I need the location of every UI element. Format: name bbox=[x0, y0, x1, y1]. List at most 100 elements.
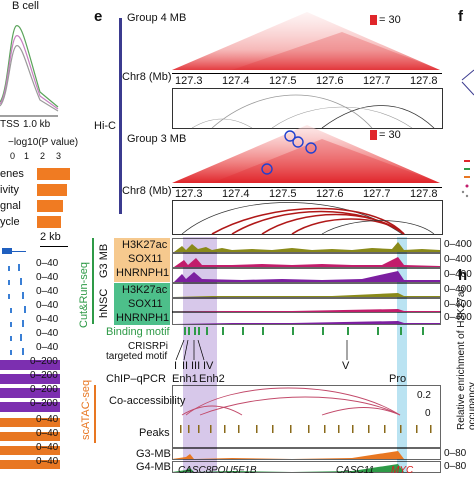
tick-mid: 127.3 bbox=[175, 188, 203, 200]
signal-tracks bbox=[172, 238, 441, 325]
left-range: 0–40 bbox=[36, 286, 59, 297]
scatac-signal-tracks bbox=[172, 448, 441, 473]
pval-bar bbox=[37, 216, 61, 228]
hnsc-label: hNSC bbox=[98, 288, 110, 318]
tick-top: 127.6 bbox=[316, 75, 344, 87]
coaccess-range-top: 0.2 bbox=[417, 390, 431, 401]
loop-marker bbox=[261, 163, 273, 175]
track-range: 0–400 bbox=[444, 254, 472, 265]
coaccess-label: Co-accessibility bbox=[109, 395, 186, 407]
enhancer-shade bbox=[183, 237, 217, 473]
pval-tick-2: 2 bbox=[40, 151, 46, 161]
left-range: 0–40 bbox=[36, 428, 59, 439]
tick-mid: 127.7 bbox=[363, 188, 391, 200]
tss-label: TSS bbox=[0, 119, 20, 130]
left-range: 0–200 bbox=[30, 370, 58, 381]
track-name: SOX11 bbox=[128, 253, 163, 265]
cutrun-label: Cut&Run-seq bbox=[78, 261, 90, 328]
loop-marker bbox=[284, 130, 296, 142]
scale-bar-label: 2 kb bbox=[40, 231, 61, 243]
cell-label: B cell bbox=[12, 0, 39, 12]
tick-top: 127.5 bbox=[269, 75, 297, 87]
g4mb-track-label: G4-MB bbox=[136, 461, 171, 473]
g3mb-track-label: G3-MB bbox=[136, 448, 171, 460]
track-range: 0–400 bbox=[444, 269, 472, 280]
gene-casc11: CASC11 bbox=[336, 465, 375, 476]
g3mb-label: G3 MB bbox=[98, 243, 110, 278]
pval-tick-1: 1 bbox=[24, 151, 30, 161]
group4-title: Group 4 MB bbox=[127, 12, 187, 24]
term-4: ycle bbox=[0, 216, 20, 228]
left-range: 0–40 bbox=[36, 272, 59, 283]
pval-bars bbox=[0, 164, 72, 230]
chip-qpcr-label: ChIP–qPCR bbox=[106, 373, 166, 385]
peaks-label: Peaks bbox=[139, 427, 170, 439]
pval-bar bbox=[37, 168, 70, 180]
panel-letter-f: f bbox=[458, 8, 463, 25]
chr-axis-mid bbox=[172, 187, 442, 188]
tick-mid: 127.8 bbox=[410, 188, 438, 200]
left-range: 0–40 bbox=[36, 258, 59, 269]
g3-range: 0–80 bbox=[444, 448, 467, 459]
gene-myc: MYC bbox=[391, 465, 414, 476]
profile-plot bbox=[0, 25, 59, 117]
left-range: 0–40 bbox=[36, 342, 59, 353]
panel-h-yaxis: Relative enrichment of H3K27ac occupancy bbox=[456, 286, 474, 430]
left-range: 0–200 bbox=[30, 398, 58, 409]
panel-letter-h: h bbox=[458, 267, 468, 284]
hic-label: Hi-C bbox=[94, 120, 116, 132]
hic-heatmap-group4 bbox=[172, 12, 440, 70]
track-name: SOX11 bbox=[128, 298, 163, 310]
motif-label: II bbox=[182, 360, 189, 372]
tick-top: 127.3 bbox=[175, 75, 203, 87]
chr-label-top: Chr8 (Mb) bbox=[122, 71, 172, 83]
coaccess-panel bbox=[172, 385, 441, 448]
binding-motif-label: Binding motif bbox=[106, 326, 170, 338]
term-3: gnal bbox=[0, 200, 21, 212]
promoter-shade bbox=[397, 237, 407, 473]
motif-label: IV bbox=[203, 360, 214, 372]
gene-casc8: CASC8 bbox=[178, 465, 212, 476]
scale-bar bbox=[40, 246, 68, 247]
g3mb-label-box bbox=[114, 238, 170, 282]
scale-value-top: = 30 bbox=[379, 14, 401, 26]
left-range: 0–40 bbox=[36, 300, 59, 311]
term-1: enes bbox=[0, 168, 24, 180]
enh2-label: Enh2 bbox=[199, 373, 225, 385]
chr-label-mid: Chr8 (Mb) bbox=[122, 185, 172, 197]
gene-pou5f1b: POU5F1B bbox=[211, 465, 257, 476]
loop-arcs-group4 bbox=[172, 88, 443, 129]
track-range: 0–400 bbox=[444, 284, 472, 295]
term-2: ivity bbox=[0, 184, 19, 196]
motif-label: III bbox=[191, 360, 201, 372]
track-range: 0–400 bbox=[444, 299, 472, 310]
track-range: 0–400 bbox=[444, 312, 472, 323]
loop-marker bbox=[305, 142, 317, 154]
kb-tick: 1.0 kb bbox=[23, 119, 51, 130]
chr-axis-top bbox=[172, 73, 442, 74]
scale-swatch-top bbox=[370, 15, 377, 25]
binding-motif-track bbox=[184, 327, 424, 335]
left-range: 0–200 bbox=[30, 356, 58, 367]
targeted-motif-label: targeted motif bbox=[106, 351, 168, 362]
enh1-label: Enh1 bbox=[172, 373, 198, 385]
pval-bar bbox=[37, 184, 67, 196]
hic-bracket bbox=[119, 18, 122, 214]
track-name: H3K27ac bbox=[122, 284, 168, 296]
track-range: 0–400 bbox=[444, 239, 472, 250]
left-tracks bbox=[0, 258, 70, 474]
track-name: HNRNPH1 bbox=[116, 267, 170, 279]
gene-block bbox=[2, 248, 12, 254]
pval-tick-3: 3 bbox=[56, 151, 62, 161]
pval-bar bbox=[37, 200, 63, 212]
left-range: 0–40 bbox=[36, 442, 59, 453]
hnsc-label-box bbox=[114, 283, 170, 325]
left-range: 0–200 bbox=[30, 384, 58, 395]
scatac-label: scATAC-seq bbox=[80, 379, 92, 440]
scale-swatch-mid bbox=[370, 130, 377, 140]
tick-mid: 127.6 bbox=[316, 188, 344, 200]
cutrun-bracket bbox=[92, 238, 94, 324]
pval-tick-0: 0 bbox=[10, 151, 16, 161]
track-name: H3K27ac bbox=[122, 239, 168, 251]
tick-mid: 127.5 bbox=[269, 188, 297, 200]
